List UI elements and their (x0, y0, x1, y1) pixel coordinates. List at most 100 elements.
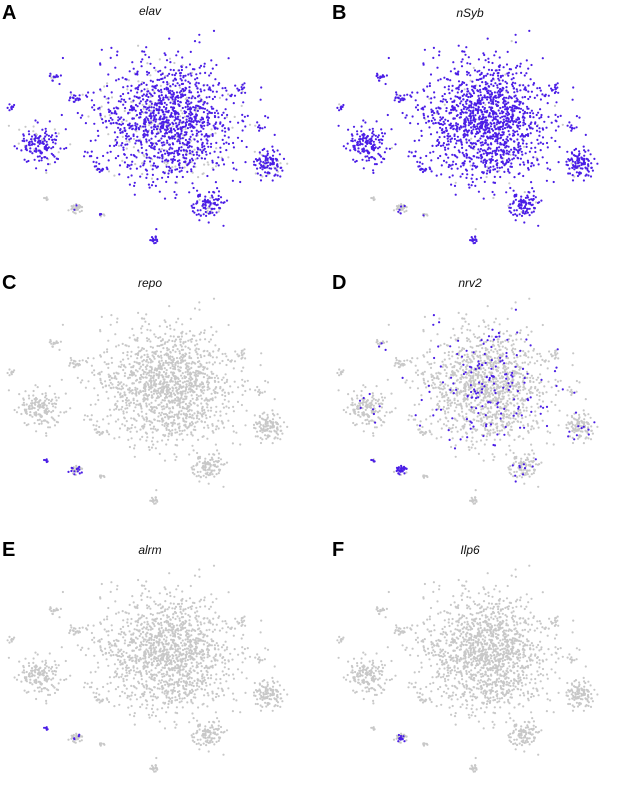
expressing-cell-point (398, 100, 401, 103)
expressing-cell-point (208, 110, 211, 113)
expressing-cell-point (533, 207, 536, 210)
expressing-cell-point (429, 168, 432, 171)
cell-point (216, 449, 219, 452)
expressing-cell-point (431, 114, 434, 117)
cell-point (186, 407, 189, 410)
expressing-cell-point (182, 156, 185, 159)
expressing-cell-point (206, 102, 209, 105)
cell-point (122, 383, 125, 386)
expressing-cell-point (46, 147, 50, 150)
cell-point (149, 427, 153, 430)
expressing-cell-point (442, 144, 445, 147)
expressing-cell-point (182, 125, 185, 128)
expressing-cell-point (428, 84, 431, 88)
expressing-cell-point (558, 145, 561, 149)
expressing-cell-point (161, 134, 164, 138)
expressing-cell-point (496, 86, 499, 89)
expressing-cell-point (485, 74, 488, 77)
cell-point (174, 344, 178, 347)
cell-point (179, 343, 182, 346)
cell-point (127, 79, 130, 82)
cell-point (155, 407, 158, 410)
expressing-cell-point (185, 118, 188, 121)
expressing-cell-point (353, 146, 356, 149)
expressing-cell-point (147, 56, 151, 59)
expressing-cell-point (135, 167, 138, 170)
cell-point (212, 431, 215, 434)
expressing-cell-point (510, 106, 513, 109)
expressing-cell-point (546, 167, 549, 170)
cell-point (132, 417, 135, 420)
expressing-cell-point (479, 147, 482, 151)
expressing-cell-point (436, 131, 439, 134)
cell-point (176, 365, 180, 368)
cell-point (217, 427, 220, 430)
cell-point (153, 418, 156, 421)
expressing-cell-point (176, 168, 179, 171)
expressing-cell-point (472, 162, 475, 165)
expressing-cell-point (173, 119, 176, 122)
cell-point (176, 335, 180, 338)
expressing-cell-point (205, 133, 208, 136)
expressing-cell-point (522, 102, 525, 105)
expressing-cell-point (151, 80, 154, 83)
expressing-cell-point (376, 76, 380, 79)
expressing-cell-point (538, 134, 541, 137)
cell-point (113, 408, 116, 411)
cell-point (132, 137, 136, 141)
expressing-cell-point (155, 118, 158, 121)
expressing-cell-point (493, 193, 496, 196)
expressing-cell-point (110, 91, 113, 94)
expressing-cell-point (141, 94, 144, 97)
expressing-cell-point (521, 109, 525, 112)
expressing-cell-point (536, 87, 539, 90)
cell-point (208, 387, 211, 390)
cell-point (130, 426, 133, 429)
expressing-cell-point (430, 170, 433, 173)
expressing-cell-point (377, 134, 380, 137)
cell-point (189, 399, 192, 403)
expressing-cell-point (180, 149, 183, 152)
expressing-cell-point (465, 93, 468, 96)
expressing-cell-point (508, 106, 512, 109)
expressing-cell-point (489, 169, 492, 172)
expressing-cell-point (486, 135, 489, 138)
expressing-cell-point (501, 79, 504, 82)
expressing-cell-point (53, 138, 56, 141)
expressing-cell-point (203, 120, 206, 124)
expressing-cell-point (128, 122, 131, 125)
cell-point (235, 431, 238, 434)
cell-point (89, 403, 92, 406)
expressing-cell-point (510, 148, 513, 151)
expressing-cell-point (470, 85, 474, 88)
cell-point (76, 208, 79, 211)
expressing-cell-point (219, 150, 222, 154)
expressing-cell-point (113, 144, 116, 147)
expressing-cell-point (500, 125, 503, 128)
expressing-cell-point (185, 101, 188, 104)
expressing-cell-point (153, 92, 156, 95)
cell-point (469, 79, 472, 82)
cell-point (170, 391, 173, 394)
cell-point (145, 412, 148, 415)
expressing-cell-point (471, 180, 474, 184)
expressing-cell-point (189, 114, 192, 117)
cell-point (150, 366, 153, 369)
expressing-cell-point (459, 175, 462, 178)
cell-point (210, 392, 213, 395)
tsne-plot (6, 297, 289, 505)
expressing-cell-point (511, 73, 514, 76)
expressing-cell-point (596, 162, 599, 165)
expressing-cell-point (140, 60, 143, 63)
expressing-cell-point (512, 213, 515, 216)
expressing-cell-point (195, 132, 199, 135)
cell-point (194, 349, 197, 352)
expressing-cell-point (134, 142, 137, 145)
expressing-cell-point (571, 179, 575, 182)
expressing-cell-point (538, 127, 541, 130)
expressing-cell-point (166, 150, 169, 153)
expressing-cell-point (182, 153, 185, 157)
cell-point (138, 414, 141, 417)
expressing-cell-point (486, 91, 489, 95)
cell-point (147, 361, 150, 364)
